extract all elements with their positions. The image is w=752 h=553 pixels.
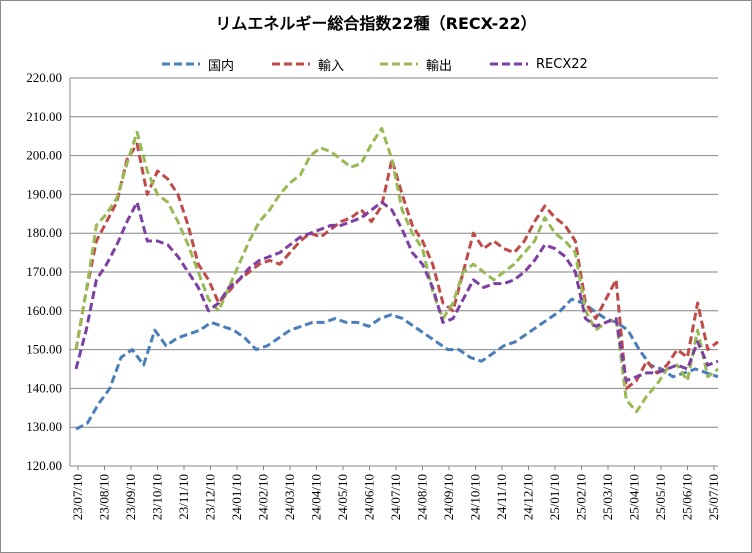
y-tick-label: 210.00 — [26, 109, 62, 124]
legend-label-recx22: RECX22 — [536, 56, 588, 72]
legend: 国内 輸入 輸出 RECX22 — [0, 54, 752, 74]
y-tick-label: 120.00 — [26, 458, 62, 473]
x-tick-label: 25/01/10 — [547, 474, 562, 520]
y-tick-label: 150.00 — [26, 342, 62, 357]
legend-swatch-recx22 — [490, 62, 528, 66]
y-tick-label: 200.00 — [26, 148, 62, 163]
legend-item-import: 輸入 — [270, 54, 344, 74]
x-tick-label: 24/11/10 — [494, 474, 509, 520]
y-tick-label: 130.00 — [26, 419, 62, 434]
x-tick-label: 24/01/10 — [229, 474, 244, 520]
x-tick-label: 25/06/10 — [680, 474, 695, 520]
legend-label-export: 輸出 — [426, 58, 453, 74]
y-tick-label: 220.00 — [26, 70, 62, 85]
x-tick-label: 24/05/10 — [335, 474, 350, 520]
series-line-3 — [74, 200, 719, 383]
y-tick-label: 170.00 — [26, 264, 62, 279]
x-tick-label: 24/12/10 — [521, 474, 536, 520]
legend-swatch-import — [272, 62, 310, 66]
legend-swatch-export — [380, 62, 418, 66]
x-tick-label: 23/09/10 — [123, 474, 138, 520]
x-tick-label: 24/09/10 — [441, 474, 456, 520]
chart-title: リムエネルギー総合指数22種（RECX-22） — [215, 14, 537, 33]
x-tick-label: 24/08/10 — [415, 474, 430, 520]
y-tick-label: 190.00 — [26, 186, 62, 201]
x-tick-label: 25/03/10 — [600, 474, 615, 520]
series-line-0 — [75, 297, 719, 431]
legend-label-domestic: 国内 — [208, 58, 235, 74]
y-tick-label: 180.00 — [26, 225, 62, 240]
x-tick-label: 24/04/10 — [309, 474, 324, 520]
x-tick-label: 23/08/10 — [97, 474, 112, 520]
x-tick-label: 25/04/10 — [627, 474, 642, 520]
x-tick-label: 24/02/10 — [256, 474, 271, 520]
x-tick-label: 23/07/10 — [70, 474, 85, 520]
x-tick-label: 25/05/10 — [653, 474, 668, 520]
x-tick-label: 25/07/10 — [706, 474, 721, 520]
legend-label-import: 輸入 — [318, 58, 345, 74]
y-tick-label: 160.00 — [26, 303, 62, 318]
x-tick-label: 23/11/10 — [176, 474, 191, 520]
x-tick-label: 23/10/10 — [150, 474, 165, 520]
series-line-2 — [74, 126, 719, 414]
x-tick-label: 24/07/10 — [388, 474, 403, 520]
legend-item-export: 輸出 — [378, 54, 452, 74]
x-tick-label: 25/02/10 — [574, 474, 589, 520]
x-tick-label: 23/12/10 — [203, 474, 218, 520]
x-tick-label: 24/03/10 — [282, 474, 297, 520]
legend-item-domestic: 国内 — [160, 54, 234, 74]
legend-item-recx22: RECX22 — [488, 54, 588, 74]
y-tick-label: 140.00 — [26, 380, 62, 395]
x-tick-label: 24/10/10 — [468, 474, 483, 520]
legend-swatch-domestic — [162, 62, 200, 66]
series-line-1 — [74, 142, 719, 390]
x-tick-label: 24/06/10 — [362, 474, 377, 520]
